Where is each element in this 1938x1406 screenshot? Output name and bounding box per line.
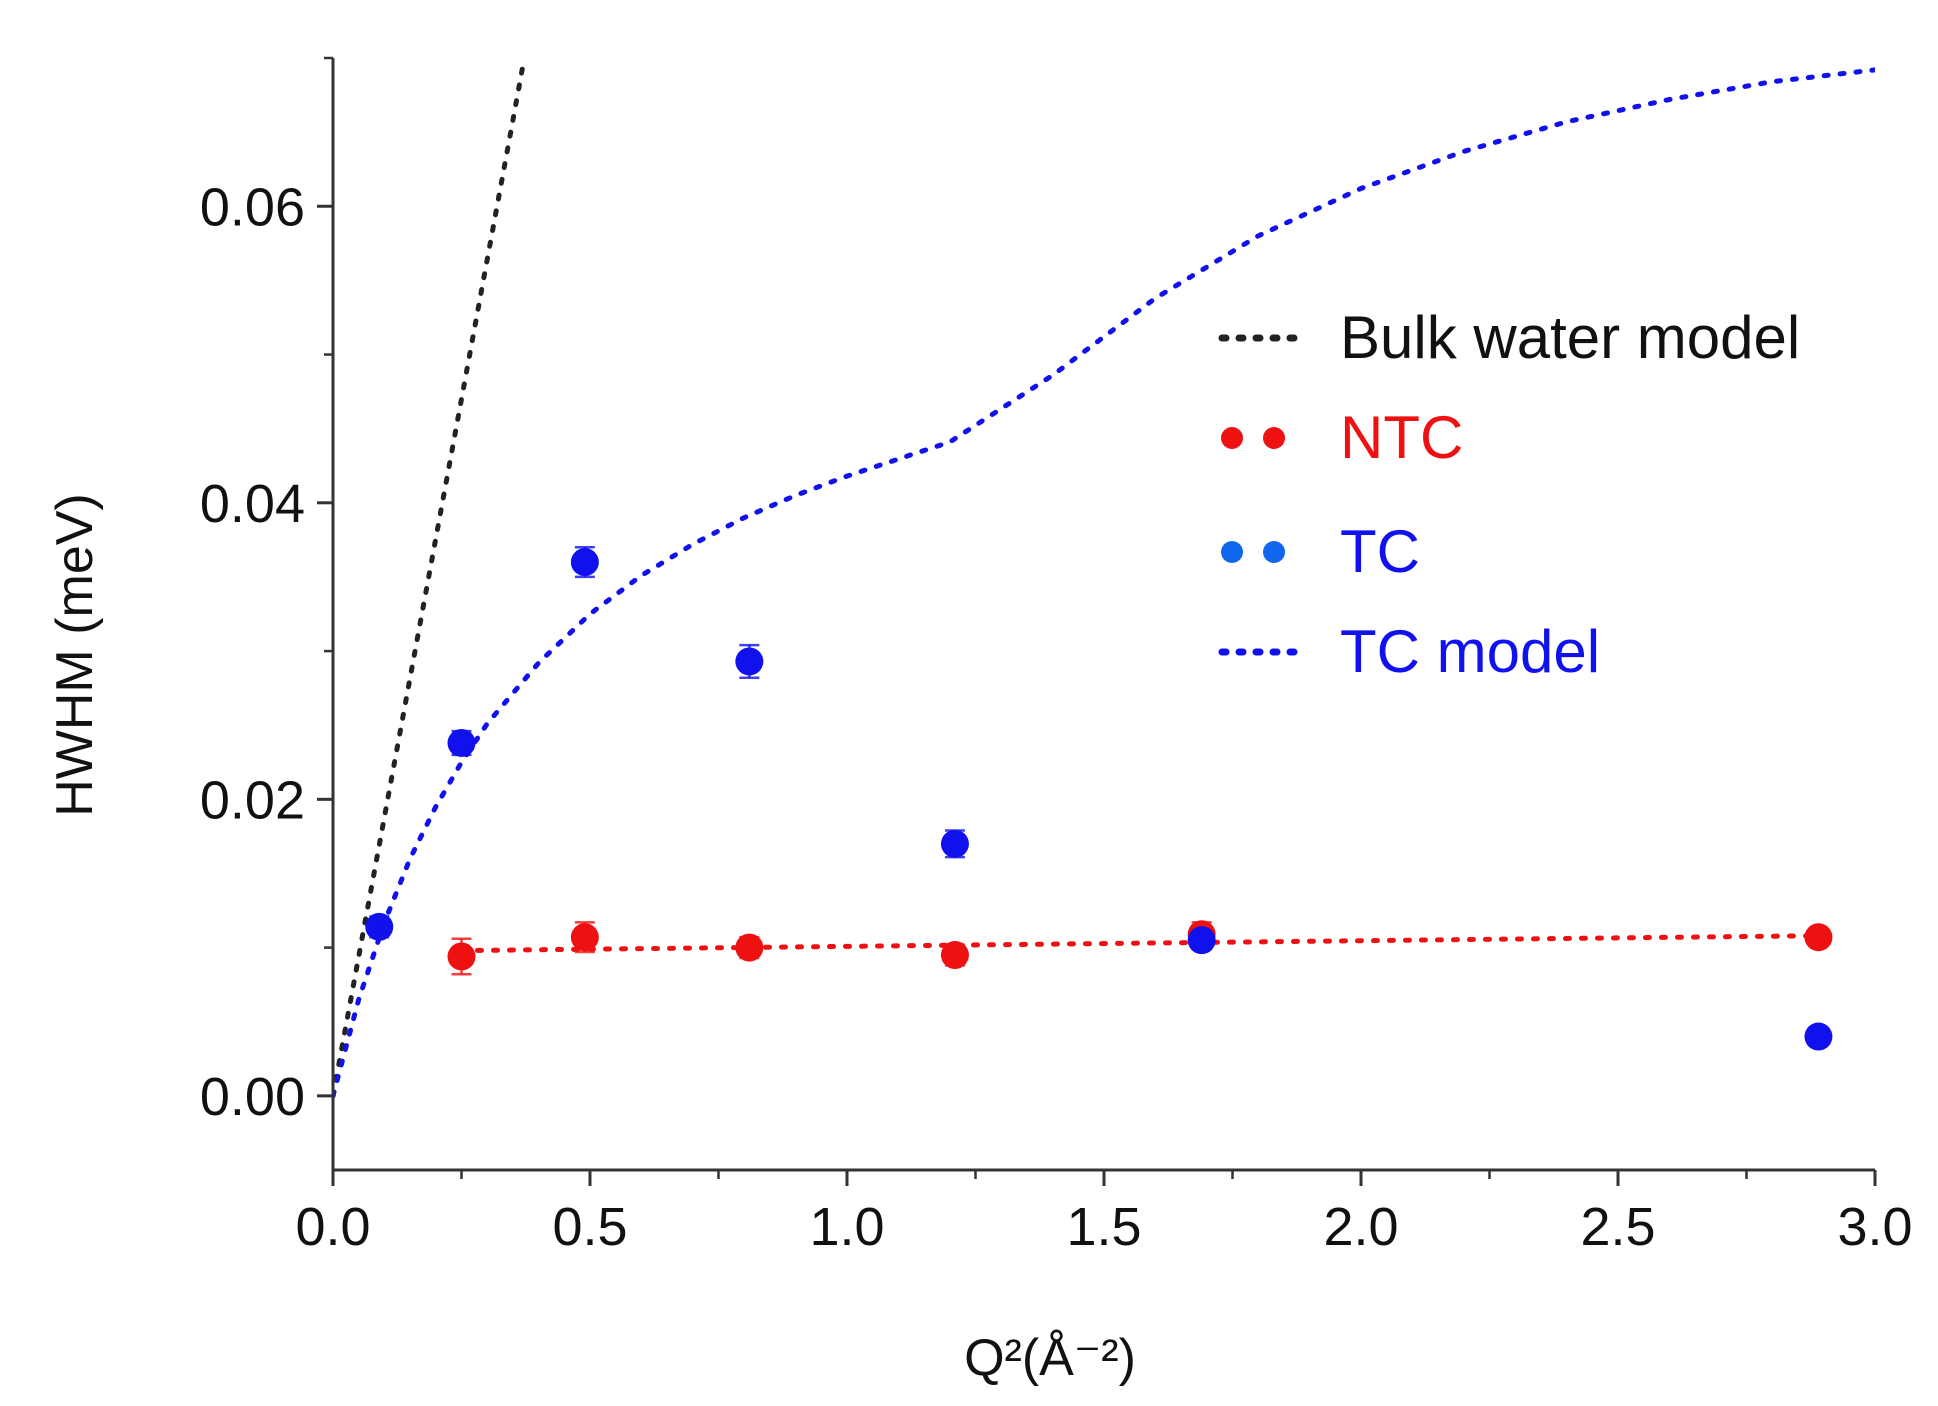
legend-label: TC [1340, 518, 1420, 585]
ntc-point [570, 923, 599, 952]
x-tick-label: 0.5 [552, 1197, 627, 1257]
tc-point [1187, 926, 1216, 955]
legend-item-ntc: NTC [1221, 404, 1463, 471]
legend-item-bulk-water-model: Bulk water model [1218, 304, 1800, 371]
ntc-point [1804, 923, 1833, 952]
x-tick-label: 2.0 [1323, 1197, 1398, 1257]
x-tick-label: 1.0 [809, 1197, 884, 1257]
tc-point [735, 647, 764, 676]
x-tick-label: 3.0 [1837, 1197, 1912, 1257]
x-axis-label: Q²(Å⁻²) [964, 1329, 1136, 1387]
legend-label: Bulk water model [1340, 304, 1800, 371]
bulk-water-model-line [333, 61, 526, 1099]
legend-swatch-dot [1263, 541, 1285, 563]
legend-item-tc-model: TC model [1218, 618, 1600, 685]
y-tick-label: 0.06 [200, 177, 305, 237]
y-tick-label: 0.04 [200, 474, 305, 534]
plot-area [333, 61, 1875, 1099]
y-tick-label: 0.02 [200, 770, 305, 830]
legend: Bulk water model NTC TC TC model [1218, 304, 1800, 685]
legend-label: NTC [1340, 404, 1463, 471]
legend-item-tc: TC [1221, 518, 1420, 585]
tc-model-line [333, 67, 1875, 1099]
tc-point [1804, 1022, 1833, 1051]
y-axis-label: HWHM (meV) [46, 493, 104, 817]
tc-point [570, 548, 599, 577]
legend-label: TC model [1340, 618, 1600, 685]
x-tick-label: 1.5 [1066, 1197, 1141, 1257]
axes: 0.0 0.5 1.0 1.5 2.0 2.5 3.0 0.00 0.02 0.04 0.06 [200, 56, 1913, 1257]
tc-point [365, 912, 394, 941]
ntc-point [447, 942, 476, 971]
y-tick-label: 0.00 [200, 1067, 305, 1127]
tc-point [940, 829, 969, 858]
fit-line [459, 933, 1821, 954]
legend-swatch-dot [1221, 541, 1243, 563]
legend-swatch-dot [1221, 427, 1243, 449]
x-tick-label: 0.0 [295, 1197, 370, 1257]
legend-swatch-dot [1263, 427, 1285, 449]
tc-point [447, 728, 476, 757]
x-tick-label: 2.5 [1580, 1197, 1655, 1257]
ntc-point [940, 941, 969, 970]
